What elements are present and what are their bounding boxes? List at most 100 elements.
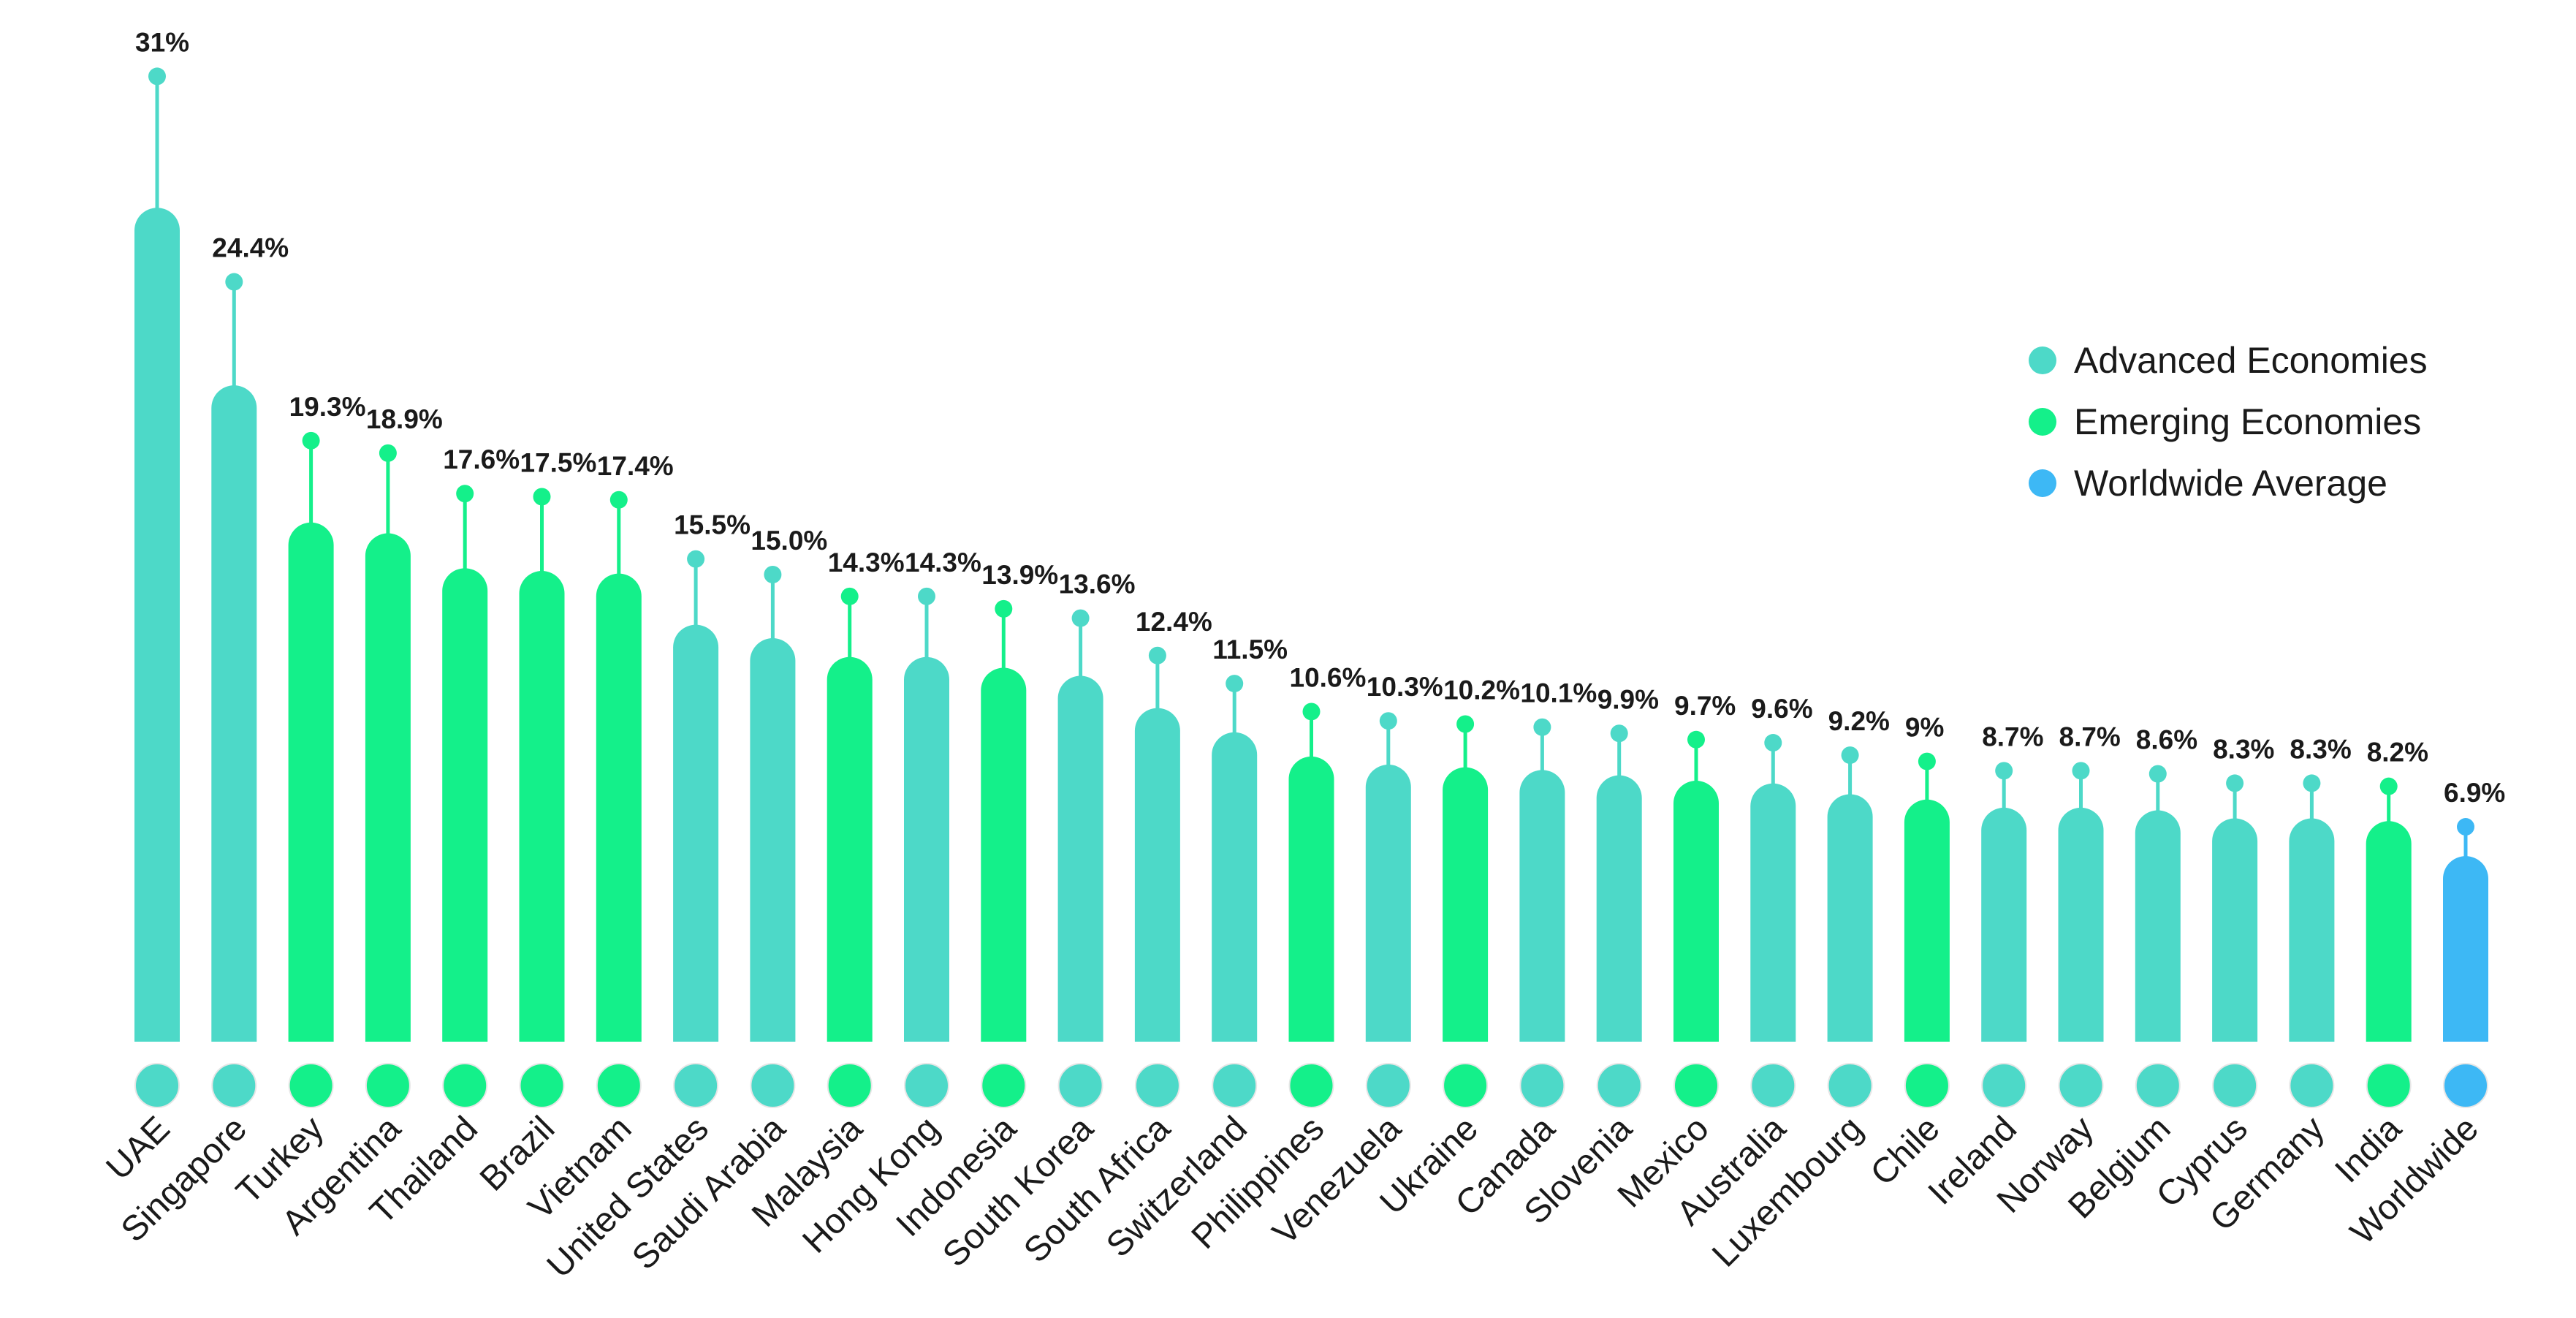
flag-icon-thailand [442, 1063, 488, 1108]
value-label-switzerland: 11.5% [1212, 635, 1288, 664]
bar-uae[interactable] [134, 208, 180, 1042]
value-label-norway: 8.7% [2059, 722, 2121, 751]
marker-dot-uae [148, 67, 166, 86]
value-label-indonesia: 13.9% [981, 560, 1058, 590]
flag-icon-turkey [288, 1063, 334, 1108]
bar-belgium[interactable] [2135, 810, 2181, 1042]
bar-malaysia[interactable] [827, 656, 873, 1042]
bar-saudi-arabia[interactable] [750, 637, 796, 1042]
legend-label-worldwide: Worldwide Average [2074, 463, 2387, 504]
value-label-worldwide: 6.9% [2444, 778, 2505, 808]
marker-dot-cyprus [2226, 774, 2244, 792]
bar-india[interactable] [2366, 821, 2412, 1042]
marker-dot-singapore [225, 273, 243, 291]
flag-icon-worldwide [2443, 1063, 2488, 1108]
bars-layer [134, 67, 2488, 1042]
flag-icon-indonesia [981, 1063, 1027, 1108]
bar-brazil[interactable] [519, 571, 565, 1042]
value-label-brazil: 17.5% [520, 448, 597, 478]
bar-australia[interactable] [1750, 783, 1796, 1042]
value-label-thailand: 17.6% [443, 444, 520, 474]
bar-south-africa[interactable] [1134, 708, 1180, 1042]
bar-indonesia[interactable] [981, 667, 1027, 1042]
value-label-south-africa: 12.4% [1136, 607, 1212, 637]
marker-dot-brazil [533, 488, 551, 506]
flag-icon-south-korea [1057, 1063, 1103, 1108]
bar-singapore[interactable] [211, 385, 257, 1042]
marker-dot-saudi-arabia [764, 566, 782, 583]
value-label-belgium: 8.6% [2136, 725, 2197, 755]
flags-layer [134, 1063, 2488, 1108]
marker-dot-chile [1918, 752, 1936, 770]
bar-south-korea[interactable] [1057, 675, 1103, 1042]
value-label-argentina: 18.9% [366, 404, 443, 434]
marker-dot-mexico [1687, 730, 1705, 749]
value-label-ireland: 8.7% [1982, 722, 2043, 751]
marker-dot-canada [1533, 718, 1551, 736]
value-label-india: 8.2% [2367, 738, 2428, 768]
marker-dot-ukraine [1456, 715, 1475, 733]
bar-united-states[interactable] [673, 624, 719, 1042]
flag-icon-india [2366, 1063, 2412, 1108]
bar-philippines[interactable] [1288, 756, 1334, 1042]
value-label-ukraine: 10.2% [1443, 675, 1520, 705]
bar-ukraine[interactable] [1443, 767, 1489, 1042]
bar-chile[interactable] [1904, 799, 1950, 1042]
bar-cyprus[interactable] [2212, 818, 2258, 1042]
bar-canada[interactable] [1519, 770, 1565, 1042]
marker-dot-south-korea [1071, 609, 1090, 627]
value-label-malaysia: 14.3% [828, 548, 905, 577]
marker-dot-argentina [379, 444, 397, 462]
marker-dot-thailand [456, 485, 474, 503]
bar-venezuela[interactable] [1365, 764, 1411, 1042]
flag-icon-uae [134, 1063, 180, 1108]
value-label-singapore: 24.4% [212, 233, 289, 263]
flag-icon-united-states [673, 1063, 719, 1108]
bar-switzerland[interactable] [1212, 732, 1258, 1042]
bar-ireland[interactable] [1981, 807, 2027, 1042]
flag-icon-norway [2058, 1063, 2104, 1108]
flag-icon-south-africa [1134, 1063, 1180, 1108]
flag-icon-argentina [365, 1063, 411, 1108]
flag-icon-venezuela [1365, 1063, 1411, 1108]
value-label-canada: 10.1% [1520, 678, 1597, 708]
marker-dot-united-states [687, 550, 705, 568]
value-label-turkey: 19.3% [289, 392, 366, 422]
flag-icon-chile [1904, 1063, 1950, 1108]
value-label-philippines: 10.6% [1290, 662, 1367, 692]
bar-turkey[interactable] [288, 522, 334, 1042]
marker-dot-indonesia [995, 599, 1013, 618]
marker-dot-turkey [302, 431, 320, 450]
value-label-slovenia: 9.9% [1597, 684, 1659, 714]
bar-slovenia[interactable] [1596, 775, 1642, 1042]
flag-icon-canada [1519, 1063, 1565, 1108]
marker-dot-india [2379, 777, 2398, 795]
marker-dot-belgium [2148, 765, 2167, 783]
flag-icon-hong-kong [904, 1063, 949, 1108]
bar-argentina[interactable] [365, 533, 411, 1042]
flag-icon-malaysia [827, 1063, 873, 1108]
bar-worldwide[interactable] [2443, 856, 2488, 1042]
flag-icon-switzerland [1212, 1063, 1258, 1108]
marker-dot-philippines [1302, 702, 1321, 721]
marker-dot-ireland [1995, 762, 2013, 780]
bar-norway[interactable] [2058, 807, 2104, 1042]
flag-icon-singapore [211, 1063, 257, 1108]
value-label-south-korea: 13.6% [1059, 569, 1136, 599]
marker-dot-south-africa [1148, 646, 1166, 664]
bar-luxembourg[interactable] [1827, 794, 1873, 1042]
value-label-uae: 31% [135, 27, 189, 57]
marker-dot-worldwide [2457, 818, 2474, 836]
bar-mexico[interactable] [1673, 781, 1719, 1042]
flag-icon-vietnam [596, 1063, 642, 1108]
value-label-cyprus: 8.3% [2213, 734, 2274, 764]
flag-icon-ireland [1981, 1063, 2027, 1108]
bar-hong-kong[interactable] [904, 656, 949, 1042]
bar-germany[interactable] [2289, 818, 2335, 1042]
bar-vietnam[interactable] [596, 573, 642, 1042]
flag-icon-slovenia [1596, 1063, 1642, 1108]
flag-icon-australia [1750, 1063, 1796, 1108]
bar-thailand[interactable] [442, 568, 488, 1042]
legend-label-advanced: Advanced Economies [2074, 340, 2428, 381]
